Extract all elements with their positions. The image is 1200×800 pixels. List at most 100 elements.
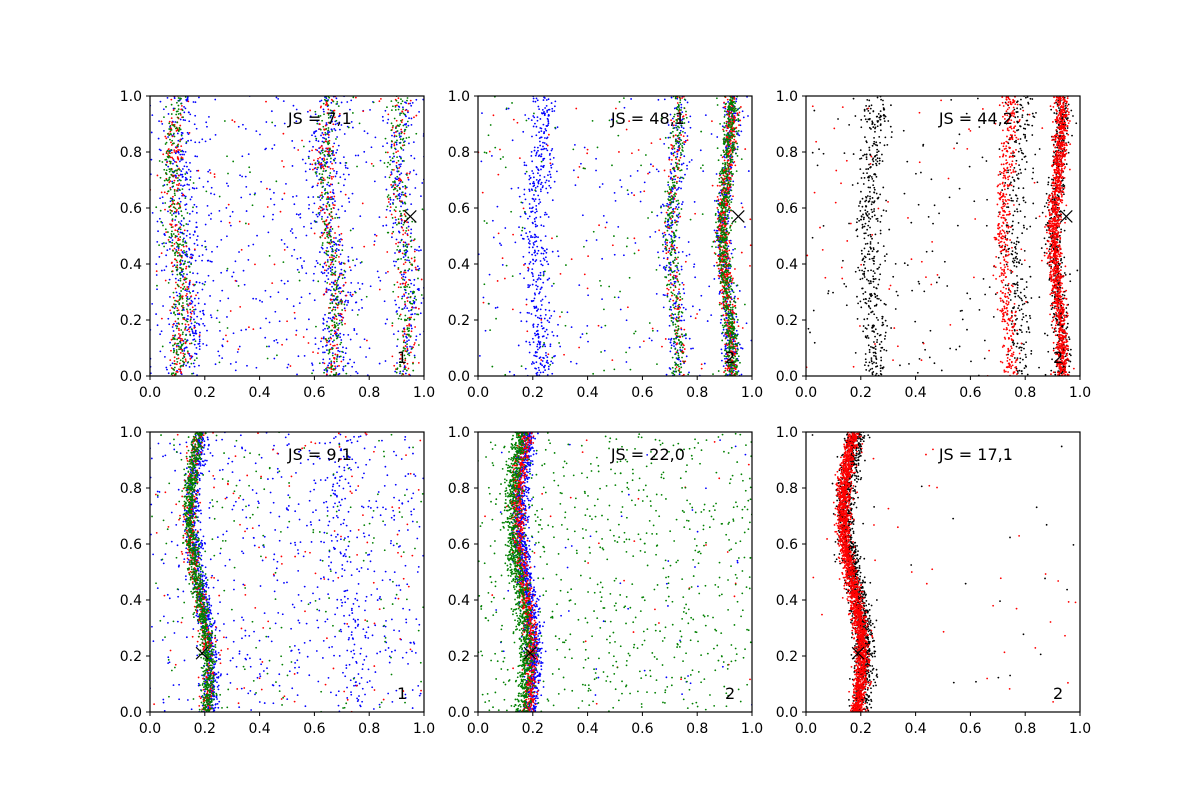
- scatter-point: [176, 313, 179, 315]
- scatter-point: [720, 359, 723, 362]
- scatter-point: [540, 190, 542, 193]
- scatter-point: [332, 344, 335, 347]
- scatter-point: [334, 249, 337, 252]
- scatter-point: [262, 215, 265, 218]
- scatter-point: [305, 234, 308, 237]
- scatter-point: [726, 325, 729, 327]
- scatter-point: [396, 104, 398, 107]
- scatter-point: [283, 122, 286, 125]
- scatter-point: [238, 251, 240, 253]
- scatter-point: [187, 139, 190, 142]
- scatter-point: [169, 128, 172, 131]
- scatter-point: [324, 150, 326, 153]
- scatter-point: [402, 112, 405, 115]
- scatter-point: [170, 141, 172, 144]
- scatter-point: [333, 159, 336, 162]
- scatter-point: [355, 333, 358, 335]
- scatter-point: [231, 210, 234, 213]
- scatter-point: [196, 235, 199, 238]
- scatter-point: [395, 195, 398, 198]
- scatter-point: [184, 208, 187, 211]
- scatter-point: [264, 336, 267, 339]
- scatter-point: [532, 180, 535, 183]
- scatter-point: [195, 347, 198, 349]
- scatter-point: [378, 216, 381, 219]
- scatter-point: [544, 137, 546, 139]
- scatter-point: [186, 318, 189, 321]
- scatter-point: [523, 227, 526, 230]
- scatter-point: [677, 176, 679, 179]
- scatter-point: [548, 108, 551, 111]
- scatter-point: [492, 236, 495, 239]
- scatter-point: [182, 240, 184, 243]
- scatter-point: [286, 366, 289, 369]
- scatter-point: [397, 296, 400, 298]
- scatter-point: [723, 371, 725, 374]
- scatter-point: [410, 232, 412, 235]
- scatter-point: [399, 361, 402, 363]
- scatter-point: [540, 321, 543, 324]
- scatter-point: [352, 259, 354, 262]
- scatter-point: [544, 295, 547, 298]
- scatter-point: [165, 265, 168, 268]
- scatter-point: [510, 187, 513, 190]
- scatter-point: [313, 202, 316, 205]
- scatter-point: [360, 261, 363, 263]
- scatter-point: [339, 240, 341, 243]
- scatter-point: [552, 156, 555, 159]
- scatter-point: [409, 193, 411, 196]
- scatter-point: [292, 104, 295, 107]
- scatter-point: [325, 274, 328, 277]
- scatter-point: [379, 279, 382, 282]
- scatter-point: [285, 182, 287, 185]
- scatter-point: [305, 272, 308, 275]
- scatter-point: [538, 131, 540, 134]
- scatter-point: [182, 193, 185, 196]
- scatter-point: [404, 303, 407, 306]
- scatter-point: [740, 373, 743, 376]
- scatter-point: [400, 172, 403, 175]
- scatter-point: [184, 173, 187, 175]
- scatter-point: [334, 232, 336, 234]
- scatter-point: [390, 109, 393, 112]
- scatter-point: [556, 126, 559, 129]
- scatter-point: [407, 292, 410, 295]
- scatter-point: [185, 234, 188, 237]
- scatter-point: [337, 301, 340, 304]
- scatter-point: [535, 134, 538, 137]
- scatter-point: [535, 280, 538, 283]
- scatter-point: [731, 175, 733, 177]
- scatter-point: [740, 130, 743, 133]
- scatter-point: [710, 314, 713, 317]
- scatter-point: [730, 350, 732, 352]
- scatter-point: [338, 355, 341, 358]
- scatter-point: [310, 222, 312, 225]
- scatter-point: [402, 194, 405, 196]
- scatter-point: [179, 297, 182, 300]
- scatter-point: [189, 318, 192, 321]
- scatter-point: [687, 241, 690, 243]
- scatter-point: [330, 319, 333, 322]
- scatter-point: [335, 151, 338, 154]
- scatter-point: [171, 261, 173, 264]
- scatter-point: [260, 180, 263, 183]
- scatter-point: [685, 355, 688, 358]
- scatter-point: [319, 128, 322, 131]
- scatter-point: [546, 278, 549, 281]
- scatter-point: [396, 249, 399, 251]
- scatter-point: [409, 99, 412, 102]
- scatter-point: [177, 184, 180, 186]
- scatter-point: [383, 162, 386, 164]
- scatter-point: [726, 367, 729, 370]
- scatter-point: [155, 206, 158, 209]
- scatter-point: [179, 346, 182, 349]
- scatter-point: [394, 252, 396, 254]
- scatter-point: [206, 180, 209, 183]
- scatter-point: [320, 99, 323, 102]
- scatter-point: [556, 170, 558, 173]
- scatter-point: [413, 157, 416, 160]
- scatter-point: [226, 155, 228, 158]
- scatter-point: [402, 334, 404, 337]
- scatter-point: [415, 114, 418, 117]
- x-tick-label: 0.6: [303, 385, 325, 401]
